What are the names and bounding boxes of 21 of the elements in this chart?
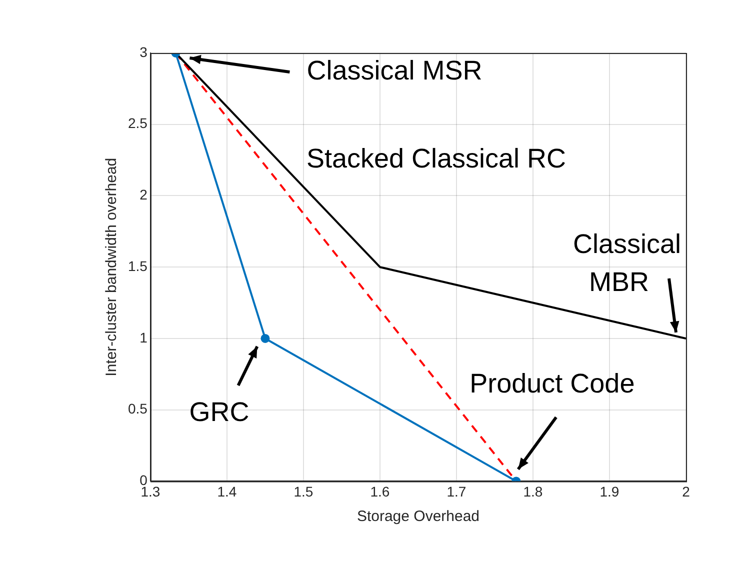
annotation: Stacked Classical RC <box>306 143 566 174</box>
x-tick-label: 2 <box>682 483 690 500</box>
x-tick-label: 1.7 <box>446 483 466 500</box>
point <box>260 334 270 343</box>
x-tick-label: 1.6 <box>370 483 390 500</box>
y-tick-label: 3 <box>140 44 148 60</box>
x-tick-label: 1.5 <box>294 483 314 500</box>
y-tick-label: 0.5 <box>128 400 148 417</box>
annotation: Classical MSR <box>306 55 482 86</box>
y-tick-label: 2 <box>140 186 148 203</box>
y-tick-label: 1.5 <box>128 258 148 274</box>
annotation: Product Code <box>470 368 635 399</box>
x-tick-label: 1.9 <box>600 483 620 500</box>
annotation: Classical MBR <box>572 228 682 297</box>
y-tick-label: 2.5 <box>128 115 148 132</box>
x-tick-label: 1.8 <box>523 483 543 500</box>
y-axis-title: Inter-cluster bandwidth overhead <box>103 158 120 376</box>
x-tick-label: 1.4 <box>217 483 237 500</box>
y-tick-label: 1 <box>140 329 148 346</box>
x-axis-title: Storage Overhead <box>356 508 480 526</box>
annotation: GRC <box>189 396 250 427</box>
